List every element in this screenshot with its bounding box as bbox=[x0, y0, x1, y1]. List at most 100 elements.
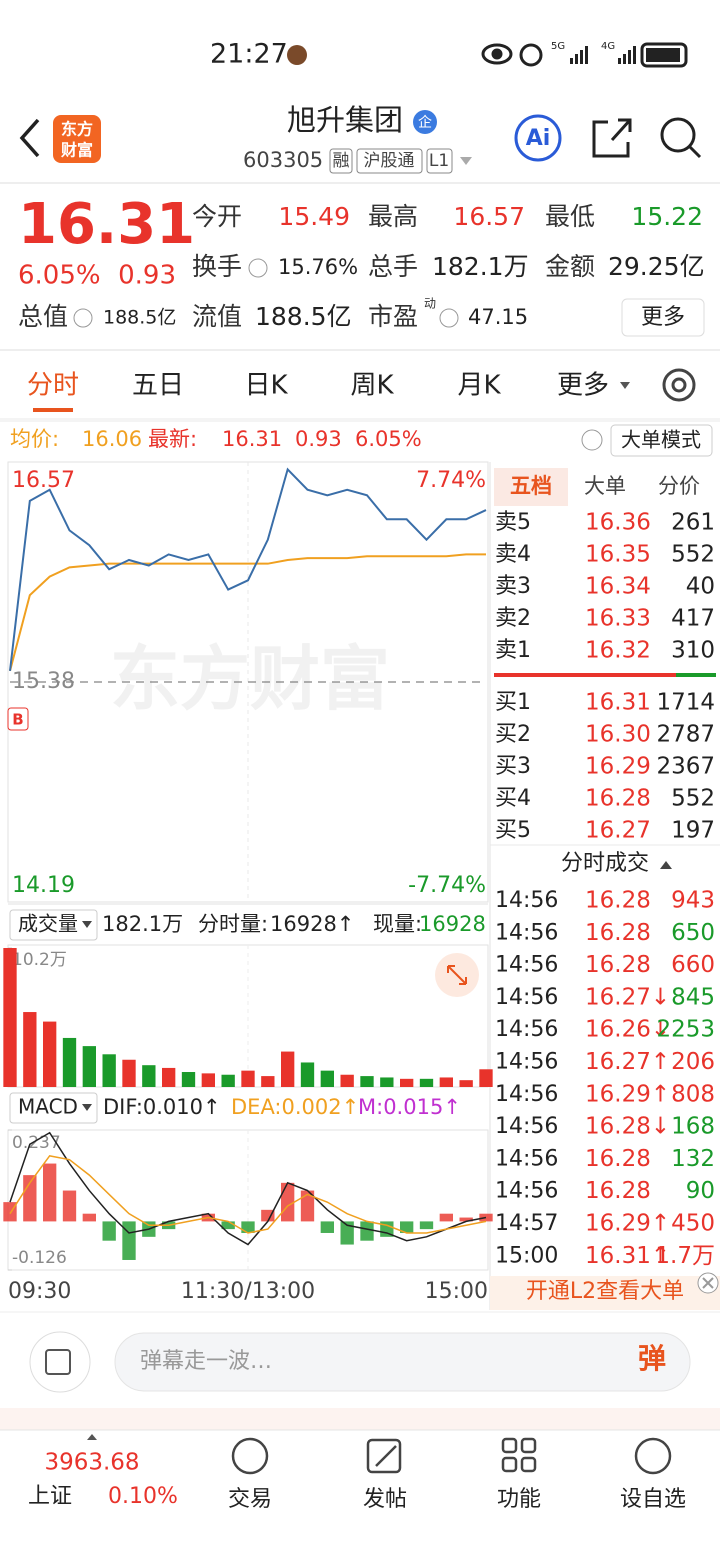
expand-icon bbox=[447, 965, 467, 985]
badge: 企 bbox=[418, 114, 432, 131]
rows: 168 bbox=[671, 1114, 715, 1140]
dropdown-arrow bbox=[620, 382, 630, 389]
value: 15.76% bbox=[278, 255, 358, 279]
macd-bar bbox=[360, 1221, 374, 1241]
value: 16.57 bbox=[453, 202, 525, 231]
back-button[interactable] bbox=[19, 118, 40, 158]
rows: 14:56 bbox=[495, 1017, 558, 1042]
label: 换手 bbox=[192, 252, 242, 281]
search-button[interactable] bbox=[660, 117, 702, 159]
rows: 16.28 bbox=[585, 1146, 651, 1172]
items[interactable]: 发帖 bbox=[363, 1487, 407, 1512]
change: 0.93 bbox=[295, 427, 342, 451]
tabs[interactable]: 周K bbox=[350, 371, 394, 401]
comment-glyph bbox=[45, 1349, 71, 1375]
items[interactable]: 交易 bbox=[228, 1487, 272, 1512]
ask-bar bbox=[494, 673, 676, 677]
help-icon[interactable] bbox=[581, 429, 603, 451]
settings-button[interactable] bbox=[662, 368, 696, 402]
last: 16.31 bbox=[222, 427, 282, 451]
title: 旭升集团 bbox=[287, 103, 403, 137]
rows: 845 bbox=[671, 984, 715, 1010]
logo: 财富 bbox=[60, 141, 93, 160]
share-button[interactable] bbox=[592, 118, 632, 158]
tabs[interactable]: 分价 bbox=[658, 474, 700, 498]
tabs[interactable]: 五档 bbox=[510, 474, 552, 498]
pct-labels: 7.74% bbox=[416, 468, 486, 493]
rows: 16.27↑ bbox=[585, 1049, 670, 1075]
bids: 买4 bbox=[495, 786, 531, 811]
menu-box[interactable] bbox=[9, 1092, 98, 1124]
volume-bar bbox=[122, 1059, 136, 1087]
tabs[interactable]: 大单 bbox=[584, 474, 626, 498]
bids: 2367 bbox=[656, 754, 715, 780]
band bbox=[0, 1408, 720, 1430]
tabs[interactable]: 五日 bbox=[132, 371, 184, 401]
bids: 16.27 bbox=[585, 818, 651, 844]
asks: 261 bbox=[671, 510, 715, 536]
volume-bar bbox=[43, 1021, 57, 1087]
yticks: 15.38 bbox=[12, 669, 75, 694]
info-icon bbox=[248, 258, 268, 278]
macd-bar bbox=[479, 1213, 493, 1222]
macd-bar bbox=[221, 1221, 235, 1230]
macd-bar bbox=[439, 1213, 453, 1222]
change: 0.93 bbox=[118, 261, 176, 291]
rows: 16.31↑ bbox=[585, 1243, 670, 1269]
footer: 开通L2查看大单 bbox=[526, 1279, 684, 1304]
label: 金额 bbox=[545, 252, 595, 281]
volume-bar bbox=[142, 1065, 156, 1087]
l2-banner[interactable] bbox=[490, 1276, 720, 1310]
m-label: M:0.015↑ bbox=[358, 1095, 461, 1119]
comment-input[interactable] bbox=[114, 1332, 691, 1392]
dea-label: DEA:0.002↑ bbox=[231, 1095, 359, 1119]
dea-line bbox=[9, 1155, 487, 1234]
price: 16.31 bbox=[18, 192, 195, 257]
comment-icon[interactable] bbox=[29, 1331, 91, 1393]
macd-bar bbox=[320, 1221, 334, 1233]
sup: 动 bbox=[424, 297, 436, 311]
avg-label: 均价: bbox=[10, 427, 59, 451]
asks: 40 bbox=[686, 574, 715, 600]
items[interactable]: 设自选 bbox=[620, 1487, 686, 1512]
info-icon bbox=[439, 308, 459, 328]
macd-bar bbox=[459, 1217, 473, 1222]
tabs[interactable]: 分时 bbox=[27, 371, 79, 401]
macd-bar bbox=[419, 1221, 434, 1230]
tabs[interactable]: 月K bbox=[457, 371, 501, 401]
asks: 417 bbox=[671, 606, 715, 632]
ai-button[interactable] bbox=[514, 114, 562, 162]
asks: 卖2 bbox=[495, 606, 531, 631]
rows: 16.28 bbox=[585, 1178, 651, 1204]
marker: B bbox=[12, 711, 23, 729]
more-button[interactable] bbox=[621, 298, 705, 337]
rows: 808 bbox=[671, 1081, 715, 1107]
tags: 沪股通 bbox=[364, 151, 415, 171]
volume-bar bbox=[400, 1078, 414, 1087]
items[interactable]: 功能 bbox=[497, 1487, 541, 1512]
rows: 16.29↑ bbox=[585, 1081, 670, 1107]
y-tick-label: 10.2万 bbox=[12, 950, 67, 970]
mode-button[interactable] bbox=[610, 424, 713, 457]
menu-box[interactable] bbox=[9, 909, 98, 941]
macd-bar bbox=[281, 1182, 295, 1222]
rows: 14:56 bbox=[495, 953, 558, 978]
title: 分时成交 bbox=[561, 851, 649, 876]
signal-bars bbox=[570, 46, 636, 64]
value: 29.25亿 bbox=[608, 252, 705, 281]
x-tick-label: 09:30 bbox=[8, 1279, 71, 1304]
index-arrow bbox=[87, 1434, 97, 1440]
bids: 买5 bbox=[495, 818, 531, 843]
network-labels: 4G bbox=[601, 41, 615, 52]
tabs[interactable]: 更多 bbox=[557, 371, 609, 401]
macd-bar bbox=[82, 1213, 96, 1222]
rows: 1.7万 bbox=[655, 1243, 715, 1269]
volume-bar bbox=[380, 1077, 394, 1087]
bids: 1714 bbox=[656, 690, 715, 716]
rows: 450 bbox=[671, 1211, 715, 1237]
more-button[interactable]: 更多 bbox=[641, 305, 685, 330]
app-logo bbox=[53, 115, 101, 163]
asks: 310 bbox=[671, 638, 715, 664]
volume-bar bbox=[62, 1037, 77, 1087]
tabs[interactable]: 日K bbox=[244, 371, 288, 401]
